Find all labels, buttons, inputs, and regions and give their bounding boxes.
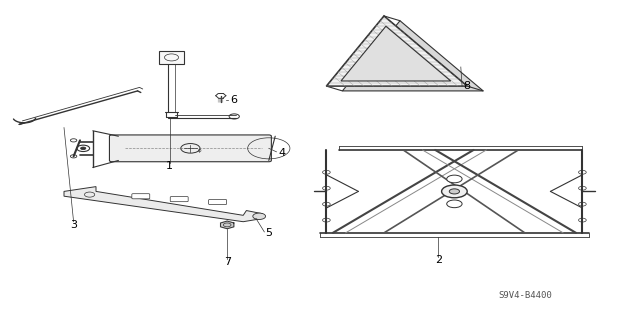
Text: 3: 3 bbox=[70, 220, 77, 230]
Text: 8: 8 bbox=[463, 81, 471, 91]
Circle shape bbox=[81, 147, 86, 150]
FancyBboxPatch shape bbox=[132, 194, 150, 199]
FancyBboxPatch shape bbox=[170, 197, 188, 202]
Polygon shape bbox=[221, 221, 234, 229]
Circle shape bbox=[442, 185, 467, 198]
Text: 1: 1 bbox=[166, 161, 173, 171]
Text: 6: 6 bbox=[230, 95, 237, 106]
Circle shape bbox=[253, 213, 266, 219]
Circle shape bbox=[447, 175, 462, 183]
Polygon shape bbox=[326, 16, 467, 86]
Circle shape bbox=[449, 189, 460, 194]
Text: φ: φ bbox=[198, 148, 202, 153]
FancyBboxPatch shape bbox=[109, 135, 271, 162]
FancyBboxPatch shape bbox=[159, 51, 184, 64]
Text: S9V4-B4400: S9V4-B4400 bbox=[498, 291, 552, 300]
Polygon shape bbox=[64, 187, 262, 222]
Text: 2: 2 bbox=[435, 255, 442, 265]
Text: 5: 5 bbox=[266, 228, 272, 238]
Text: 4: 4 bbox=[278, 148, 285, 158]
Text: 7: 7 bbox=[223, 256, 231, 267]
Polygon shape bbox=[342, 21, 483, 91]
Circle shape bbox=[447, 200, 462, 208]
FancyBboxPatch shape bbox=[209, 199, 227, 204]
Polygon shape bbox=[341, 26, 451, 81]
